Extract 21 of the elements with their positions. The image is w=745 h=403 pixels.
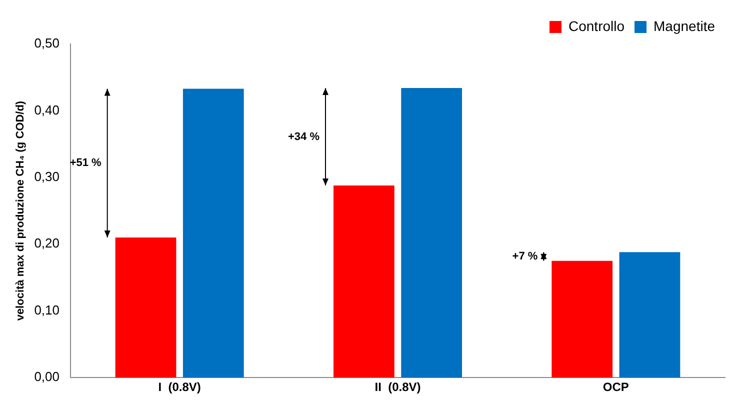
annotation: +51 % [70, 157, 102, 170]
annotation: +7 % [512, 250, 538, 263]
y-tick-label: 0,40 [34, 102, 60, 118]
y-tick-label: 0,30 [34, 169, 60, 184]
bar [182, 88, 244, 378]
legend-label: Magnetite [654, 18, 716, 34]
y-tick-label: 0,00 [34, 369, 60, 384]
bar [552, 260, 613, 378]
bar [334, 185, 394, 378]
bar [115, 237, 176, 378]
y-tick-label: 0,50 [34, 36, 60, 51]
annotation: +34 % [288, 130, 320, 143]
x-tick-label: II (0.8V) [374, 380, 421, 394]
x-tick-label: OCP [602, 380, 629, 394]
y-tick-label: 0,20 [34, 236, 60, 251]
bar [401, 88, 462, 378]
bar [619, 252, 680, 378]
y-tick-label: 0,10 [34, 302, 60, 318]
x-tick-label: I (0.8V) [158, 380, 201, 394]
y-axis-title: velocità max di produzione CH₄ (g COD/d) [14, 100, 27, 321]
legend-label: Controllo [568, 18, 625, 34]
